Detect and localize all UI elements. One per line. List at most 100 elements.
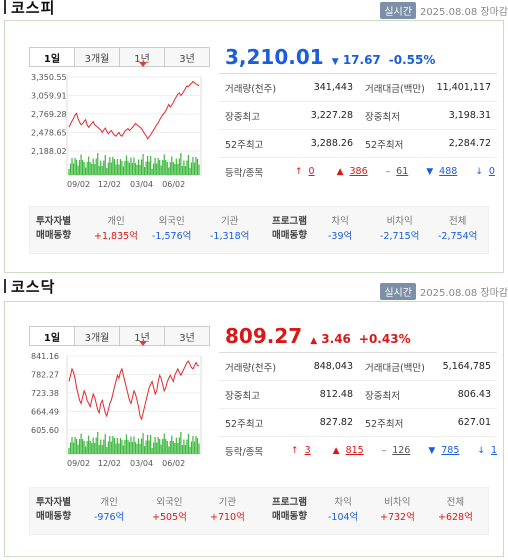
volume-bar	[140, 438, 143, 454]
volume-bar	[75, 439, 78, 454]
volume-bar	[122, 445, 125, 454]
breadth-flat[interactable]: –61	[385, 166, 409, 177]
volume-bar	[156, 442, 158, 454]
volume-bar	[162, 160, 164, 175]
volume-bar	[133, 157, 135, 175]
volume-bar	[91, 443, 93, 454]
volume-bar	[153, 163, 155, 175]
volume-bar	[106, 168, 108, 175]
volume-bar	[85, 167, 87, 175]
volume-bar	[106, 447, 108, 454]
volume-bar	[77, 444, 79, 454]
volume-bar	[68, 448, 70, 454]
stat-row: 52주최고 3,288.26 52주최저 2,284.72	[219, 129, 497, 157]
tab-3year[interactable]: 3년	[164, 47, 210, 67]
volume-bar	[119, 438, 121, 454]
stat-row: 거래량(천주) 848,043 거래대금(백만) 5,164,785	[219, 352, 497, 380]
volume-bar	[186, 160, 188, 175]
kosdaq-section: 코스닥 실시간 2025.08.08 장마감 1일 3개월 1년 3년 841.…	[0, 277, 508, 560]
y-tick-label: 664.49	[31, 408, 59, 417]
volume-bar	[74, 437, 76, 454]
volume-bar	[139, 444, 141, 454]
up-arrow-icon: ▲	[310, 336, 318, 346]
kospi-title[interactable]: 코스피	[11, 0, 56, 17]
kosdaq-price-chart: 841.16 782.27 723.38 664.49 605.60 09/02 12/02…	[31, 352, 202, 468]
volume-bar	[133, 436, 135, 454]
kosdaq-title[interactable]: 코스닥	[11, 277, 56, 296]
kospi-status: 실시간 2025.08.08 장마감	[380, 1, 508, 19]
volume-bar	[195, 157, 197, 175]
period-tabs: 1일 3개월 1년 3년	[29, 47, 210, 67]
volume-bar	[134, 163, 137, 175]
volume-bar	[174, 443, 176, 454]
volume-bar	[118, 443, 120, 454]
volume-bar	[113, 438, 115, 454]
tab-1day[interactable]: 1일	[29, 326, 75, 346]
volume-bar	[147, 156, 149, 175]
price-line	[68, 360, 200, 421]
volume-bar	[145, 161, 147, 175]
stat-label: 장중최저	[365, 111, 400, 123]
tab-1year[interactable]: 1년	[119, 47, 165, 67]
stat-value: 341,443	[313, 82, 353, 93]
breadth-limit-up[interactable]: ↑ 3	[291, 445, 311, 456]
stat-label: 52주최저	[365, 418, 404, 430]
volume-bar	[190, 441, 193, 454]
market-date: 2025.08.08 장마감	[419, 6, 508, 18]
kospi-quote: 3,210.01 ▼ 17.67 -0.55%	[225, 45, 443, 69]
volume-bar	[166, 162, 168, 175]
volume-bar	[148, 440, 150, 454]
volume-bar	[121, 440, 123, 454]
volume-bar	[189, 168, 191, 175]
kosdaq-chart[interactable]: 841.16 782.27 723.38 664.49 605.60 09/02 12/02…	[29, 352, 205, 475]
kospi-trading-flow: 투자자별 매매동향 개인 +1,835억 외국인 -1,576억 기관 -1,3…	[29, 206, 489, 254]
stat-value: 848,043	[313, 361, 353, 372]
volume-bar	[109, 157, 111, 175]
investor-foreign: 외국인 +505억	[152, 497, 187, 523]
tab-1day[interactable]: 1일	[29, 47, 75, 67]
volume-bar	[100, 160, 102, 175]
tab-3month[interactable]: 3개월	[74, 326, 120, 346]
program-arbitrage: 차익 -104억	[328, 497, 359, 523]
breadth-label: 등락/종목	[225, 446, 264, 458]
volume-bar	[88, 156, 90, 175]
volume-bar	[130, 436, 132, 454]
volume-bar	[143, 446, 146, 454]
breadth-down[interactable]: ▼ 785	[428, 445, 460, 456]
stat-value: 3,198.31	[448, 110, 491, 121]
limit-down-icon: ↓	[475, 166, 483, 177]
volume-bar	[195, 436, 197, 454]
volume-bar	[165, 439, 167, 454]
tab-1year[interactable]: 1년	[119, 326, 165, 346]
volume-bar	[196, 438, 199, 454]
volume-bar	[101, 445, 103, 454]
breadth-down[interactable]: ▼ 488	[426, 166, 458, 177]
kospi-chart[interactable]: 3,350.55 3,059.91 2,769.28 2,478.65 2,188.02…	[29, 73, 205, 196]
realtime-badge: 실시간	[380, 282, 416, 300]
kospi-section: 코스피 실시간 2025.08.08 장마감 1일 3개월 1년 3년 3,35…	[0, 0, 508, 275]
breadth-up[interactable]: ▲ 386	[336, 166, 368, 177]
volume-bar	[69, 163, 72, 175]
breadth-flat[interactable]: –126	[381, 445, 411, 456]
volume-bar	[180, 153, 182, 175]
tab-3month[interactable]: 3개월	[74, 47, 120, 67]
volume-bar	[134, 442, 137, 454]
breadth-up[interactable]: ▲ 815	[332, 445, 364, 456]
kospi-header: 코스피	[4, 0, 56, 17]
y-tick-label: 3,059.91	[31, 92, 67, 101]
volume-bar	[83, 162, 85, 175]
y-tick-label: 2,478.65	[31, 129, 67, 138]
investor-individual: 개인 +1,835억	[94, 216, 138, 242]
volume-bar	[107, 162, 109, 175]
volume-bar	[95, 158, 97, 175]
market-date: 2025.08.08 장마감	[419, 287, 508, 299]
breadth-limit-up[interactable]: ↑ 0	[295, 166, 315, 177]
tab-3year[interactable]: 3년	[164, 326, 210, 346]
volume-bar	[110, 441, 112, 454]
down-arrow-icon: ▼	[331, 57, 339, 67]
volume-bar	[157, 158, 159, 175]
breadth-limit-down[interactable]: ↓ 0	[475, 166, 495, 177]
breadth-limit-down[interactable]: ↓ 1	[477, 445, 497, 456]
volume-bar	[148, 161, 150, 175]
volume-bar	[92, 158, 94, 175]
